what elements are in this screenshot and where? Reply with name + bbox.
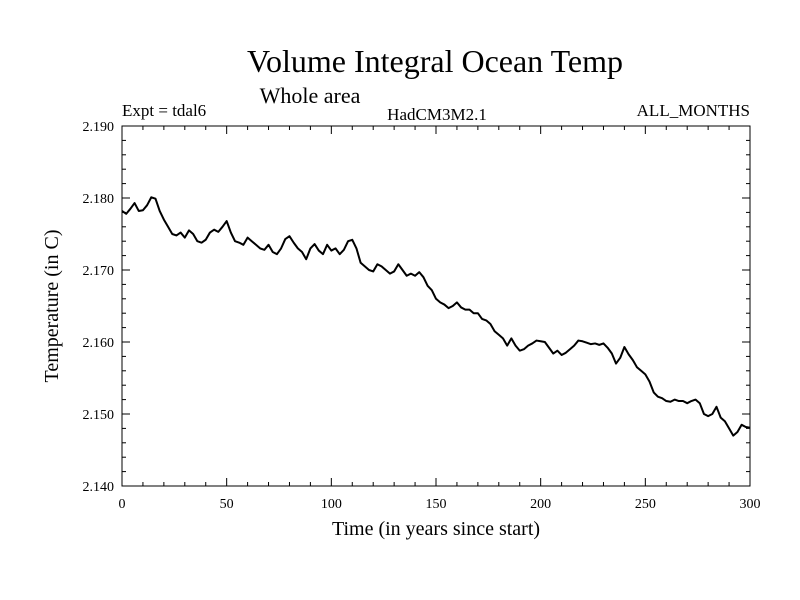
x-tick-label: 150 [426,497,447,512]
y-tick-label: 2.140 [83,480,115,495]
x-tick-label: 200 [530,497,551,512]
y-tick-label: 2.170 [83,264,115,279]
x-tick-label: 250 [635,497,656,512]
y-tick-label: 2.150 [83,408,115,423]
y-tick-label: 2.160 [83,336,115,351]
experiment-label: Expt = tdal6 [122,101,206,120]
x-tick-label: 50 [220,497,234,512]
y-tick-label: 2.180 [83,192,115,207]
months-label: ALL_MONTHS [637,101,750,120]
x-axis-ticks: 0 50 100 150 200 250 300 [119,126,761,512]
x-axis-label: Time (in years since start) [332,518,540,540]
model-label: HadCM3M2.1 [387,105,487,124]
series-line [121,196,751,437]
chart-subtitle: Whole area [260,83,361,108]
y-axis-ticks: 2.140 2.150 2.160 2.170 2.180 2.190 [83,120,750,495]
y-axis-label: Temperature (in C) [41,230,63,383]
y-tick-label: 2.190 [83,120,115,135]
x-tick-label: 300 [740,497,761,512]
x-tick-label: 0 [119,497,126,512]
x-tick-label: 100 [321,497,342,512]
chart-title: Volume Integral Ocean Temp [247,43,623,79]
plot-frame [121,125,751,487]
